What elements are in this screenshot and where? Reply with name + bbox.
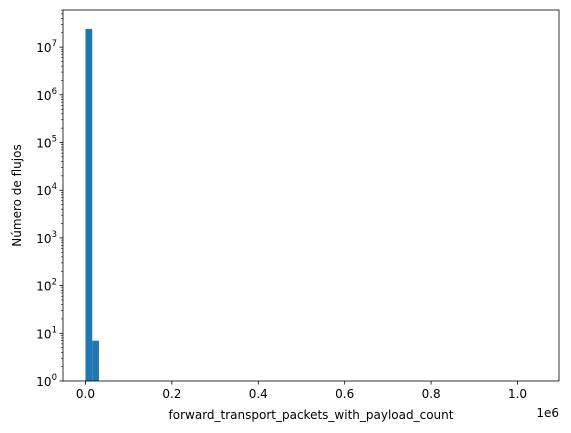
y-tick-label-1: 101 <box>36 325 57 341</box>
y-tick-label-6: 106 <box>36 87 57 103</box>
y-tick-label-3: 103 <box>36 230 57 246</box>
plot-frame <box>62 9 560 382</box>
histogram-bar-1 <box>92 340 99 381</box>
x-axis-ticks: 0.0 0.2 0.4 0.6 0.8 1.0 <box>76 381 527 401</box>
x-tick-label-0: 0.0 <box>76 387 95 401</box>
y-tick-label-0: 100 <box>36 373 57 389</box>
x-tick-label-4: 0.8 <box>422 387 441 401</box>
y-tick-label-4: 104 <box>36 182 57 198</box>
histogram-bars <box>85 28 99 381</box>
y-axis-label: Número de flujos <box>10 144 24 246</box>
y-tick-label-5: 105 <box>36 135 57 151</box>
y-tick-label-7: 107 <box>36 39 57 55</box>
x-tick-label-1: 0.2 <box>162 387 181 401</box>
y-tick-label-2: 102 <box>36 278 57 294</box>
x-tick-label-2: 0.4 <box>249 387 268 401</box>
histogram-bar-0 <box>85 28 93 381</box>
x-axis-label: forward_transport_packets_with_payload_c… <box>169 408 454 422</box>
x-tick-label-3: 0.6 <box>335 387 354 401</box>
y-axis-ticks: 100 101 102 103 104 105 106 107 <box>36 39 63 389</box>
x-tick-label-5: 1.0 <box>508 387 527 401</box>
x-axis-offset-label: 1e6 <box>536 406 559 420</box>
